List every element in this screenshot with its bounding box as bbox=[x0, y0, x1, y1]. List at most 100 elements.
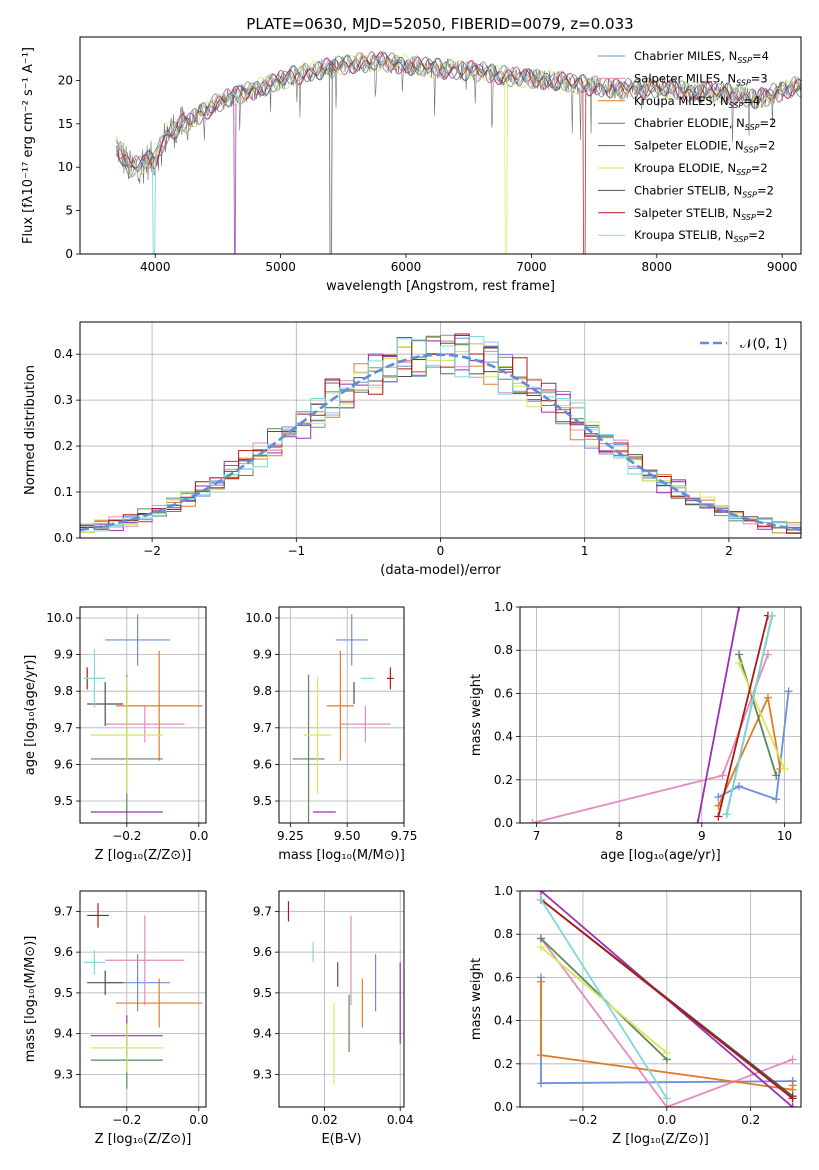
x-tick-label: 9.25 bbox=[277, 829, 304, 843]
weight-marker bbox=[536, 891, 545, 895]
x-tick-label: 10 bbox=[777, 829, 792, 843]
weight-marker bbox=[772, 795, 781, 804]
legend-count: =4 bbox=[743, 94, 760, 108]
legend-count: =2 bbox=[756, 206, 773, 220]
y-tick-label: 0.0 bbox=[494, 1100, 513, 1114]
y-tick-label: 9.3 bbox=[253, 1067, 272, 1081]
legend-subscript: SSP bbox=[736, 78, 751, 87]
spectrum-legend: Chabrier MILES, NSSP=4 Salpeter MILES, NS… bbox=[598, 49, 776, 244]
weight-vs-Z-axes: −0.2 0.0 0.2 0.0 0.2 0.4 0.6 0.8 1.0 Z [log₁₀(Z/Z… bbox=[469, 884, 802, 1147]
errorbar-point bbox=[90, 676, 163, 794]
x-tick-label: 0 bbox=[437, 544, 445, 558]
errorbar-point bbox=[105, 614, 170, 666]
axes-frame bbox=[79, 36, 802, 255]
weight-vs-age-axes: 7 8 9 10 0.0 0.2 0.4 0.6 0.8 1.0 age [log₁₀(age/yr… bbox=[469, 600, 802, 863]
x-tick-label: −2 bbox=[143, 544, 161, 558]
weight-marker bbox=[788, 1055, 797, 1064]
weight-marker bbox=[784, 687, 793, 696]
legend-count: =2 bbox=[760, 116, 777, 130]
weight-marker bbox=[735, 650, 744, 659]
weight-line-kroupa-stelib bbox=[725, 615, 773, 815]
x-tick-label: −0.2 bbox=[568, 1113, 597, 1127]
weight-marker bbox=[662, 1103, 671, 1107]
weight-marker bbox=[772, 771, 781, 780]
weight-marker bbox=[662, 1094, 671, 1103]
axes-frame bbox=[278, 606, 405, 824]
y-axis-label: Flux [fλ10⁻¹⁷ erg cm⁻² s⁻¹ A⁻¹] bbox=[21, 47, 36, 244]
weight-marker bbox=[714, 812, 723, 821]
errorbar-point bbox=[87, 903, 109, 928]
figure-title: PLATE=0630, MJD=52050, FIBERID=0079, z=0… bbox=[246, 15, 633, 33]
y-tick-label: 9.5 bbox=[253, 794, 272, 808]
y-tick-label: 0.6 bbox=[494, 970, 513, 984]
age-vs-mass-axes: 9.25 9.50 9.75 9.5 9.6 9.7 9.8 9.9 10.0 mass [log… bbox=[245, 606, 417, 863]
errorbar-point bbox=[335, 614, 368, 666]
weight-line-chabrier-elodie bbox=[738, 654, 778, 776]
x-tick-label: 0.0 bbox=[657, 1113, 676, 1127]
legend-subscript: SSP bbox=[734, 235, 749, 244]
axes-frame bbox=[519, 890, 802, 1108]
y-tick-label: 9.7 bbox=[253, 904, 272, 918]
x-tick-label: 9.50 bbox=[334, 829, 361, 843]
weight-marker bbox=[768, 611, 777, 620]
errorbar-point bbox=[105, 915, 185, 1006]
x-tick-label: 8 bbox=[615, 829, 623, 843]
errorbar-point bbox=[116, 978, 203, 1028]
y-axis-label: mass weight bbox=[469, 958, 484, 1040]
legend-label: Salpeter ELODIE, NSSP=2 bbox=[634, 139, 775, 155]
errorbar-point bbox=[83, 649, 106, 708]
x-tick-label: 1 bbox=[581, 544, 589, 558]
mass-vs-EBV-axes: 0.02 0.04 9.3 9.4 9.5 9.6 9.7 E(B-V) bbox=[253, 890, 414, 1147]
x-axis-label: (data-model)/error bbox=[380, 563, 501, 578]
x-axis-label: E(B-V) bbox=[321, 1132, 361, 1147]
legend-count: =4 bbox=[752, 49, 769, 63]
legend-subscript: SSP bbox=[736, 168, 751, 177]
y-tick-label: 9.6 bbox=[253, 757, 272, 771]
legend-subscript: SSP bbox=[742, 190, 757, 199]
axes-frame bbox=[79, 321, 802, 539]
y-axis-label: mass [log₁₀(M/M⊙)] bbox=[23, 936, 38, 1063]
x-axis-label: age [log₁₀(age/yr)] bbox=[600, 848, 721, 863]
weight-line-chabrier-miles bbox=[717, 691, 790, 801]
spectrum-model-kroupa-elodie bbox=[115, 53, 801, 254]
mass-vs-Z-plot-area bbox=[83, 903, 203, 1089]
weight-line-salpeter-stelib bbox=[717, 615, 769, 817]
y-tick-label: 20 bbox=[58, 73, 73, 87]
legend-subscript: SSP bbox=[744, 146, 759, 155]
x-tick-label: −0.2 bbox=[112, 829, 141, 843]
weight-marker bbox=[714, 793, 723, 802]
y-tick-label: 9.4 bbox=[54, 1027, 73, 1041]
x-tick-label: 4000 bbox=[140, 260, 171, 274]
x-tick-label: 0.04 bbox=[387, 1113, 414, 1127]
residuals-plot-area bbox=[80, 333, 801, 534]
y-tick-label: 0 bbox=[65, 247, 73, 261]
weight-line-salpeter-elodie bbox=[696, 607, 740, 823]
errorbar-point bbox=[326, 650, 354, 761]
y-tick-label: 0.3 bbox=[54, 393, 73, 407]
errorbar-point bbox=[304, 676, 332, 794]
legend-label: Kroupa ELODIE, NSSP=2 bbox=[634, 161, 768, 177]
x-axis-label: mass [log₁₀(M/M⊙)] bbox=[278, 848, 405, 863]
y-tick-label: 5 bbox=[65, 204, 73, 218]
x-tick-label: −1 bbox=[287, 544, 305, 558]
weight-marker bbox=[536, 895, 545, 904]
mass-vs-Z-axes: −0.2 0.0 9.3 9.4 9.5 9.6 9.7 Z [log₁₀(Z/Z⊙)] mas… bbox=[23, 890, 208, 1147]
errorbar-point bbox=[90, 1023, 163, 1073]
y-tick-label: 1.0 bbox=[494, 884, 513, 898]
weight-marker bbox=[788, 1081, 797, 1090]
weight-marker bbox=[788, 1103, 797, 1107]
errorbar-point bbox=[87, 970, 124, 995]
errorbar-point bbox=[83, 950, 106, 975]
y-tick-label: 9.9 bbox=[54, 648, 73, 662]
x-axis-label: Z [log₁₀(Z/Z⊙)] bbox=[95, 848, 192, 863]
y-tick-label: 9.3 bbox=[54, 1067, 73, 1081]
weight-marker bbox=[528, 819, 537, 823]
x-axis-label: Z [log₁₀(Z/Z⊙)] bbox=[95, 1132, 192, 1147]
y-tick-label: 9.6 bbox=[54, 945, 73, 959]
y-tick-label: 0.2 bbox=[494, 773, 513, 787]
legend-label: Salpeter MILES, NSSP=3 bbox=[634, 71, 768, 87]
errorbar-point bbox=[116, 650, 203, 761]
y-tick-label: 0.2 bbox=[54, 439, 73, 453]
x-tick-label: 0.02 bbox=[311, 1113, 338, 1127]
